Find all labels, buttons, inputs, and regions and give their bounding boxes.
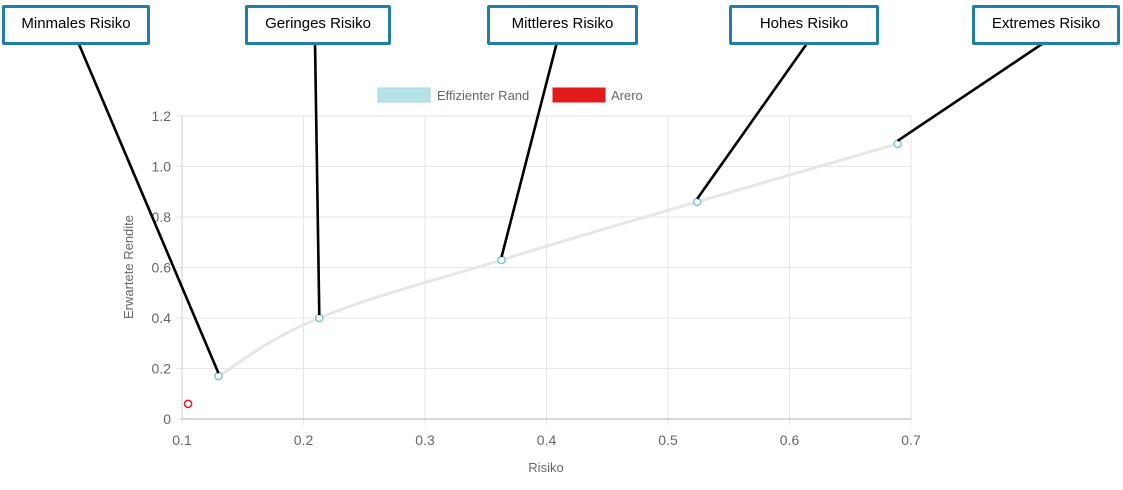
efficient-frontier-line [217,142,899,378]
x-tick-label: 0.2 [294,432,314,448]
y-tick-label: 0.6 [152,260,172,276]
legend: Effizienter Rand Arero [377,87,643,103]
callout-leader-line [500,41,559,258]
frontier-point[interactable] [497,255,506,265]
legend-swatch-arero [552,87,606,103]
axes: 0.1 0.2 0.3 0.4 0.5 0.6 0.7 0 0.2 0.4 0.6 0.8 1.0 1.2 [152,108,921,448]
callout-label: Geringes Risiko [245,5,391,45]
frontier-point[interactable] [314,313,324,323]
frontier-line [217,142,899,378]
callout-leaders [76,40,1046,374]
x-tick-label: 0.5 [658,432,678,448]
callout-label: Minmales Risiko [2,5,150,45]
y-tick-label: 1.2 [152,108,172,124]
y-axis-title: Erwartete Rendite [121,215,136,319]
y-tick-label: 0.4 [152,310,172,326]
callout-label: Hohes Risiko [729,5,879,45]
y-tick-label: 0.2 [152,361,172,377]
frontier-point[interactable] [692,197,702,207]
callout-leader-line [896,40,1046,142]
frontier-point[interactable] [893,139,902,149]
x-tick-label: 0.7 [901,432,921,448]
callout-label: Extremes Risiko [972,5,1120,45]
legend-swatch-frontier [377,87,431,103]
frontier-point[interactable] [214,371,223,381]
arero-point[interactable] [183,399,193,409]
callout-leader-line [313,41,321,316]
x-axis-title: Risiko [528,460,563,475]
legend-label[interactable]: Effizienter Rand [437,88,529,103]
y-tick-label: 1.0 [152,159,172,175]
callout-leader-line [76,41,220,374]
y-tick-label: 0 [163,411,171,427]
data-points [183,139,902,409]
x-tick-label: 0.4 [537,432,557,448]
callout-label: Mittleres Risiko [487,5,638,45]
x-tick-label: 0.3 [415,432,435,448]
callout-leader-line [696,41,810,200]
legend-label[interactable]: Arero [611,88,643,103]
x-tick-label: 0.6 [780,432,800,448]
x-tick-label: 0.1 [172,432,192,448]
y-tick-label: 0.8 [152,209,172,225]
grid [176,115,912,425]
